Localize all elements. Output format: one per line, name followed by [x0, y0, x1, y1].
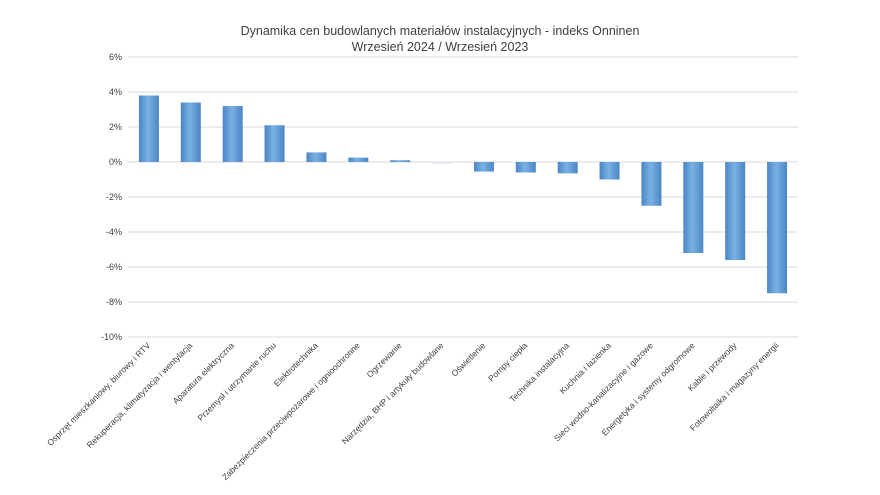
x-tick-label: Ogrzewanie — [364, 340, 403, 379]
x-tick-label: Energetyka i systemy odgromowe — [599, 340, 696, 437]
y-tick-label: -8% — [106, 297, 122, 307]
y-tick-label: -10% — [101, 332, 122, 342]
bars — [138, 95, 788, 294]
chart-subtitle: Wrzesień 2024 / Wrzesień 2023 — [351, 40, 529, 54]
y-tick-label: 2% — [109, 122, 122, 132]
bar — [432, 162, 453, 164]
bar — [767, 162, 788, 294]
bar — [390, 160, 411, 162]
bar — [138, 95, 159, 162]
bar — [264, 125, 285, 162]
y-tick-label: 4% — [109, 87, 122, 97]
bar — [180, 102, 201, 162]
bar — [515, 162, 536, 173]
x-tick-label: Pompy ciepła — [486, 340, 529, 383]
y-tick-label: -4% — [106, 227, 122, 237]
x-tick-label: Fotowoltaika i magazyny energii — [688, 340, 781, 433]
bar — [641, 162, 662, 206]
bar — [306, 152, 327, 162]
bar — [222, 106, 243, 162]
bar — [599, 162, 620, 180]
bar — [725, 162, 746, 260]
y-tick-label: -6% — [106, 262, 122, 272]
y-tick-label: 0% — [109, 157, 122, 167]
x-axis-labels: Osprzęt mieszkaniowy, biurowy i RTVRekup… — [45, 340, 781, 482]
bar — [557, 162, 578, 174]
bar — [683, 162, 704, 253]
y-tick-label: -2% — [106, 192, 122, 202]
chart-title: Dynamika cen budowlanych materiałów inst… — [240, 24, 640, 38]
bar — [348, 157, 369, 162]
y-tick-label: 6% — [109, 52, 122, 62]
x-tick-label: Przemysł i utrzymanie ruchu — [195, 340, 278, 423]
x-tick-label: Oświetlenie — [449, 340, 487, 378]
y-axis-ticks: 6% 4% 2% 0% -2% -4% -6% -8% -10% — [101, 52, 122, 342]
bar — [473, 162, 494, 172]
